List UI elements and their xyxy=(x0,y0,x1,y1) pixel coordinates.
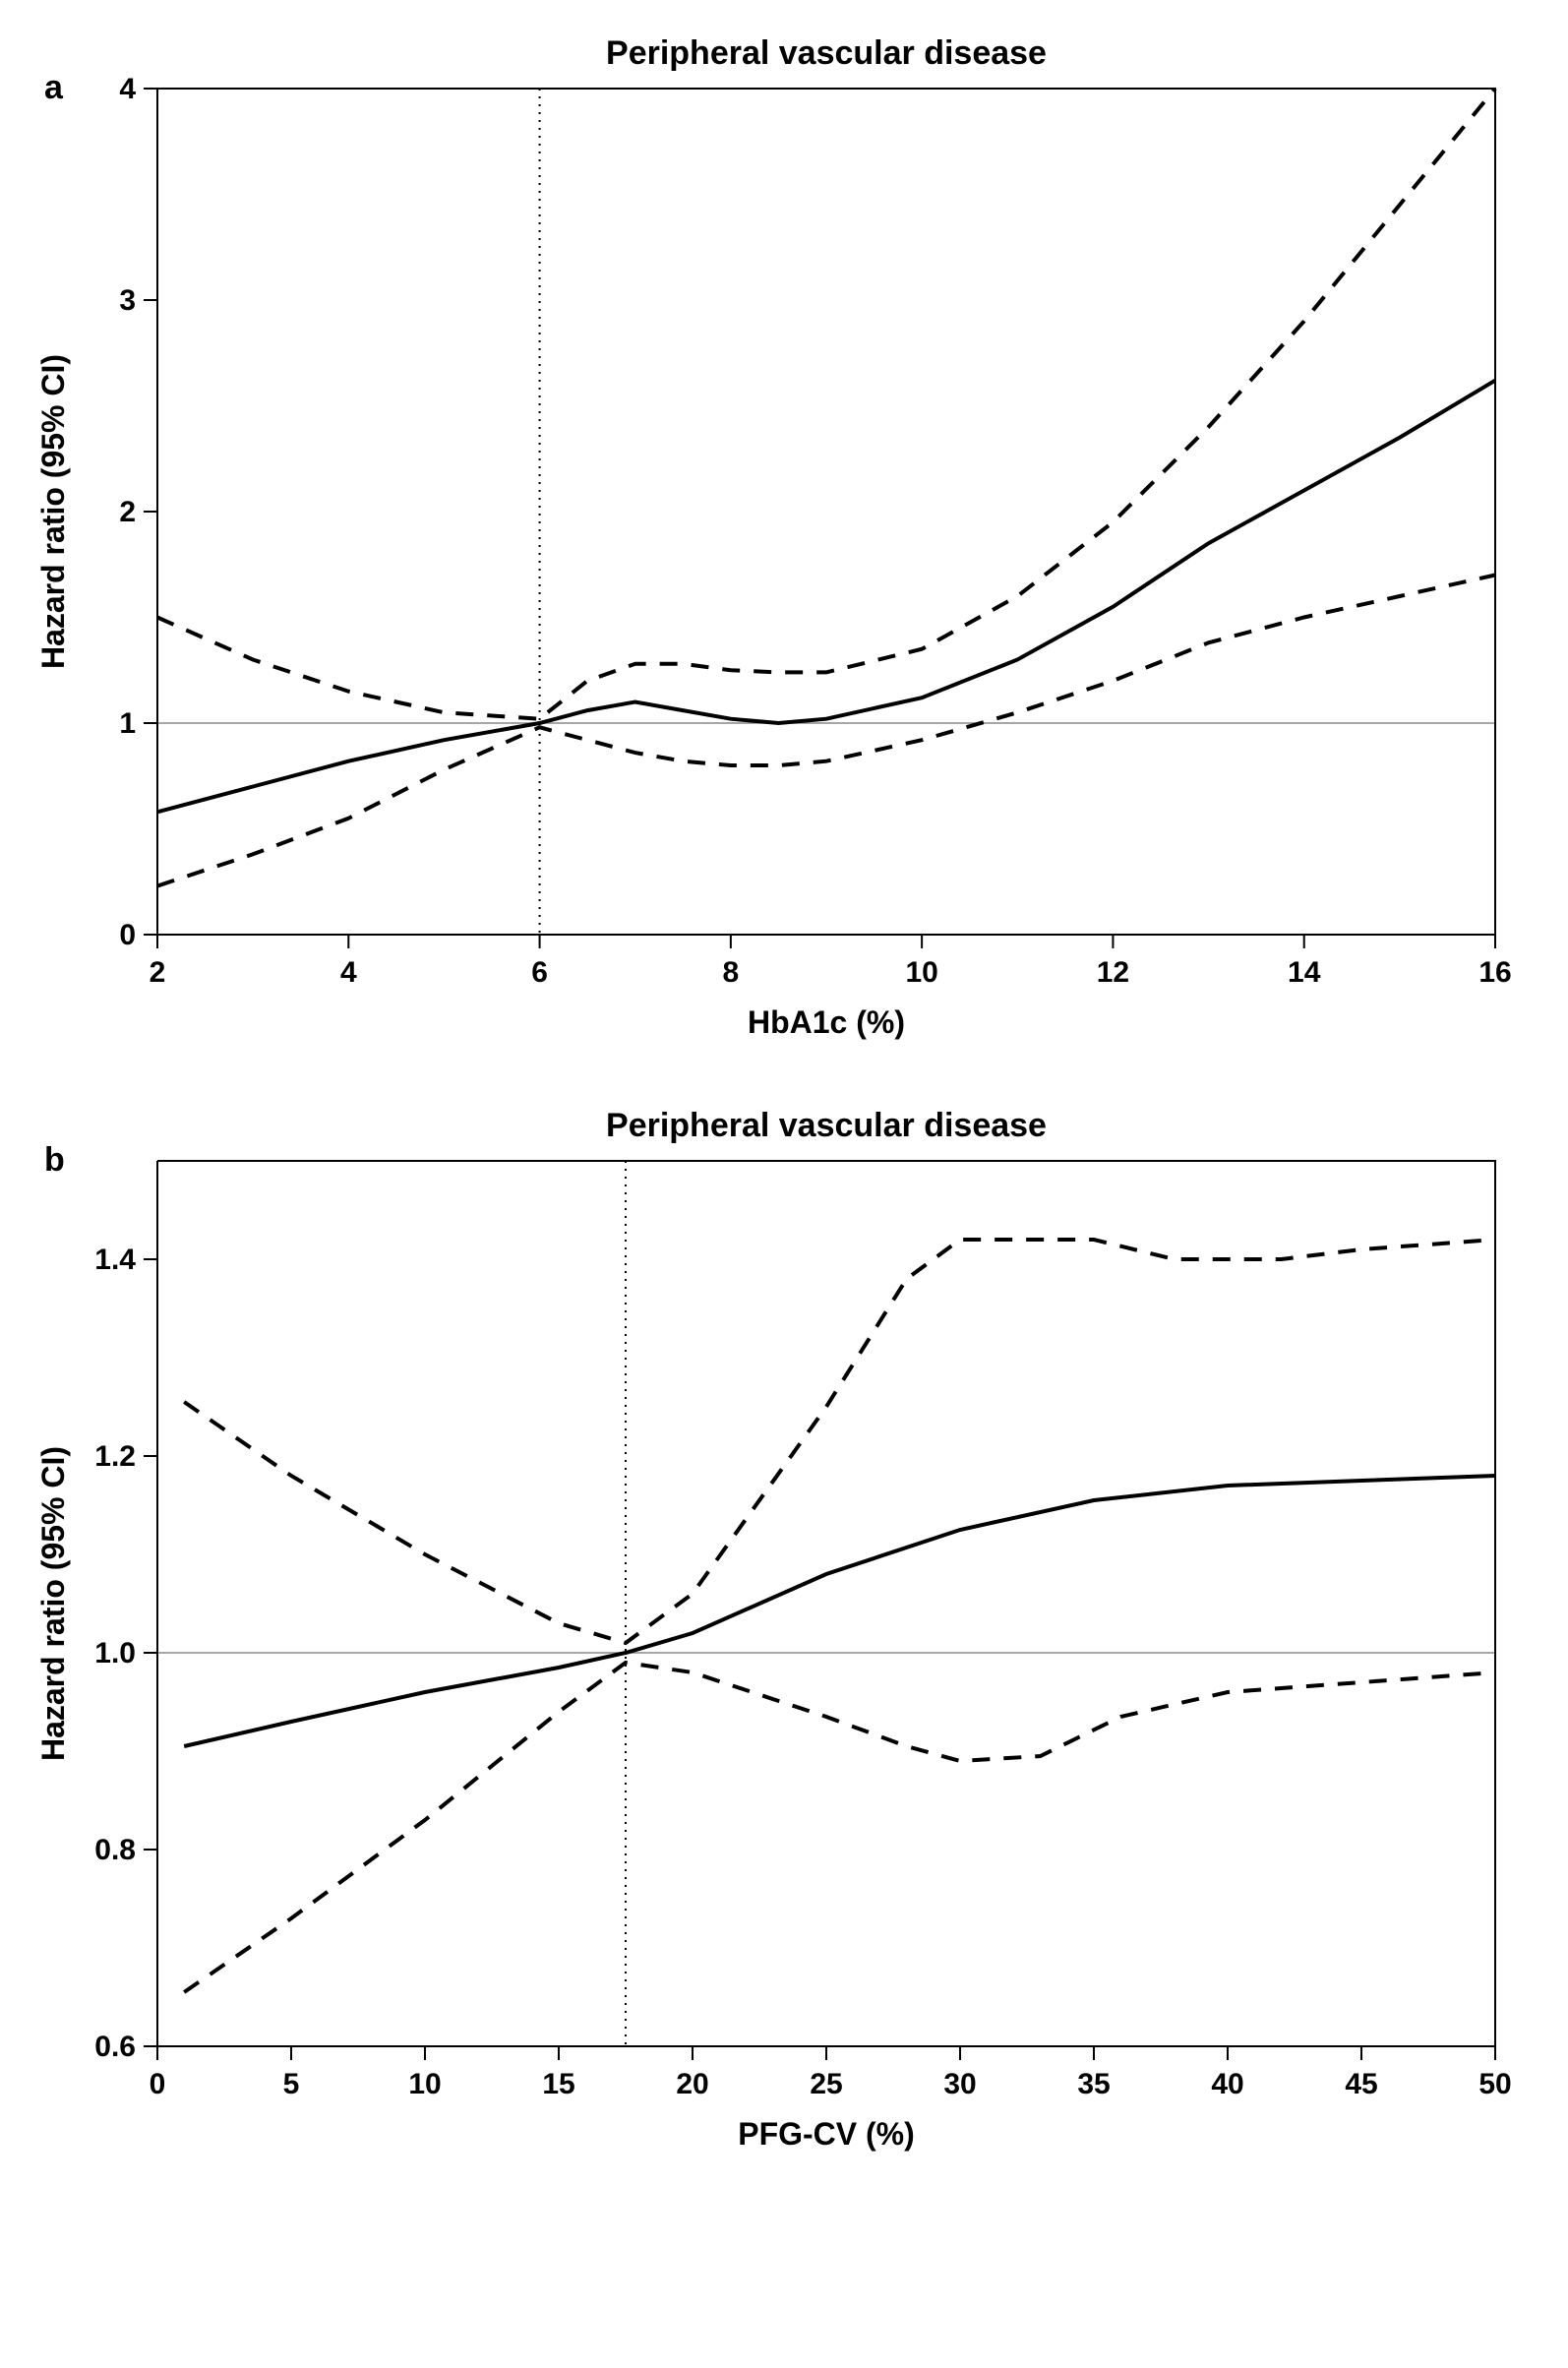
y-tick-label: 4 xyxy=(119,73,136,105)
y-axis-label: Hazard ratio (95% CI) xyxy=(35,354,71,669)
axis-box xyxy=(157,1161,1495,2046)
y-tick-label: 1.0 xyxy=(94,1637,136,1670)
x-axis-label: HbA1c (%) xyxy=(748,1004,905,1040)
y-tick-label: 2 xyxy=(119,496,136,528)
y-tick-label: 1.4 xyxy=(94,1244,136,1276)
x-tick-label: 8 xyxy=(723,956,740,989)
figure-container: Peripheral vascular diseasea246810121416… xyxy=(20,20,1548,2164)
y-tick-label: 0.8 xyxy=(94,1834,136,1866)
upper-ci-line xyxy=(157,89,1495,719)
x-axis-label: PFG-CV (%) xyxy=(738,2116,915,2152)
chart-b-svg: Peripheral vascular disease b 0 5 10 15 20 25 30… xyxy=(20,1092,1515,2164)
mean-line xyxy=(157,381,1495,813)
x-tick-label: 2 xyxy=(150,956,166,989)
lower-ci-line xyxy=(157,576,1495,886)
x-tick-label: 20 xyxy=(676,2068,708,2100)
mean-line xyxy=(184,1476,1495,1746)
y-tick-label: 0.6 xyxy=(94,2031,136,2063)
panel-a: Peripheral vascular diseasea246810121416… xyxy=(20,20,1548,1053)
x-tick-label: 12 xyxy=(1097,956,1129,989)
y-tick-label: 1 xyxy=(119,707,136,740)
panel-b: Peripheral vascular disease b 0 5 10 15 20 25 30… xyxy=(20,1092,1548,2164)
y-tick-label: 3 xyxy=(119,284,136,317)
panel-label: b xyxy=(44,1141,65,1179)
x-tick-label: 35 xyxy=(1077,2068,1110,2100)
chart-a-svg: Peripheral vascular diseasea246810121416… xyxy=(20,20,1515,1053)
x-tick-label: 10 xyxy=(408,2068,441,2100)
axis-box xyxy=(157,89,1495,935)
x-tick-label: 14 xyxy=(1288,956,1321,989)
x-tick-label: 6 xyxy=(531,956,548,989)
x-tick-label: 25 xyxy=(810,2068,842,2100)
x-tick-label: 15 xyxy=(542,2068,574,2100)
x-tick-label: 0 xyxy=(150,2068,166,2100)
x-tick-label: 5 xyxy=(283,2068,300,2100)
x-tick-label: 16 xyxy=(1478,956,1511,989)
x-tick-label: 40 xyxy=(1211,2068,1243,2100)
chart-title: Peripheral vascular disease xyxy=(606,1107,1047,1144)
x-tick-label: 50 xyxy=(1478,2068,1511,2100)
x-tick-label: 45 xyxy=(1345,2068,1377,2100)
panel-label: a xyxy=(44,69,64,106)
y-tick-label: 0 xyxy=(119,919,136,951)
y-axis-label: Hazard ratio (95% CI) xyxy=(35,1446,71,1761)
chart-title: Peripheral vascular disease xyxy=(606,34,1047,72)
x-tick-label: 4 xyxy=(340,956,357,989)
x-tick-label: 30 xyxy=(943,2068,976,2100)
x-tick-label: 10 xyxy=(905,956,937,989)
y-tick-label: 1.2 xyxy=(94,1440,136,1473)
lower-ci-line xyxy=(184,1663,1495,1992)
upper-ci-line xyxy=(184,1240,1495,1643)
